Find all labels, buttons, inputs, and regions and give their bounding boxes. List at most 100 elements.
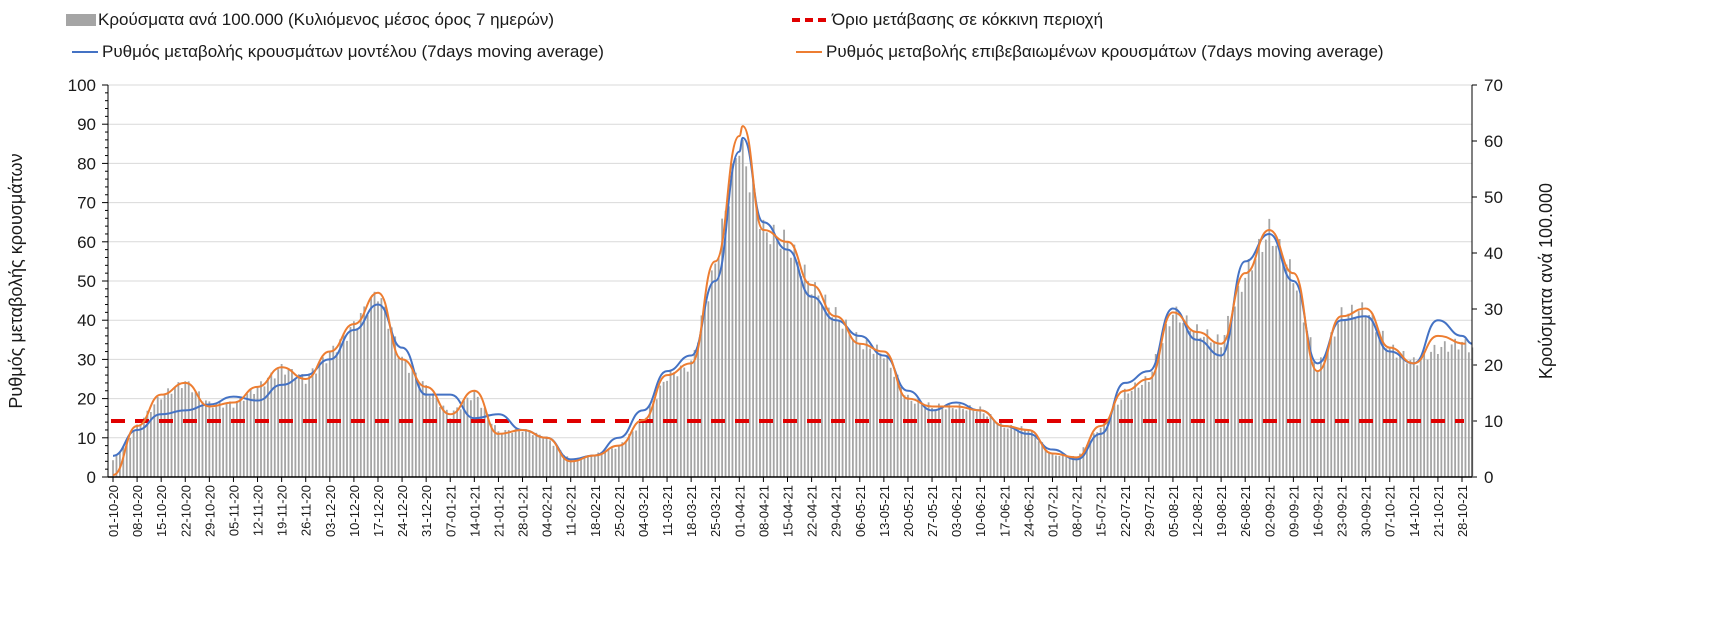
bar bbox=[1106, 418, 1109, 477]
bar bbox=[549, 440, 551, 477]
bar bbox=[700, 315, 703, 477]
bar bbox=[676, 376, 679, 477]
bar bbox=[390, 327, 393, 477]
bar bbox=[559, 450, 562, 477]
bar bbox=[1103, 419, 1106, 477]
bar bbox=[149, 412, 152, 477]
bar bbox=[917, 398, 920, 477]
bar bbox=[717, 256, 720, 477]
right-tick-label: 40 bbox=[1484, 244, 1503, 263]
bar bbox=[635, 430, 637, 477]
bar bbox=[1096, 432, 1099, 477]
x-tick-label: 24-06-21 bbox=[1021, 485, 1036, 537]
bar bbox=[112, 460, 114, 477]
bar bbox=[452, 410, 455, 477]
bar bbox=[762, 219, 765, 478]
bar bbox=[1192, 331, 1195, 477]
bar bbox=[972, 410, 975, 477]
bar bbox=[1450, 344, 1453, 477]
bar bbox=[239, 396, 242, 477]
bar bbox=[869, 348, 871, 477]
bar bbox=[796, 261, 799, 477]
x-tick-label: 18-03-21 bbox=[684, 485, 699, 537]
bar bbox=[1123, 388, 1126, 477]
bar bbox=[968, 405, 971, 477]
bar bbox=[562, 454, 565, 477]
bar bbox=[507, 430, 510, 477]
bar bbox=[882, 358, 885, 477]
bar bbox=[1364, 316, 1367, 477]
bar bbox=[242, 400, 245, 477]
bar bbox=[628, 433, 631, 477]
bar bbox=[1213, 341, 1216, 477]
bar bbox=[373, 291, 376, 477]
bar bbox=[679, 365, 682, 477]
bar bbox=[1375, 332, 1377, 477]
bar bbox=[1013, 428, 1016, 477]
left-tick-label: 40 bbox=[77, 311, 96, 330]
bar bbox=[824, 294, 827, 477]
x-tick-label: 19-08-21 bbox=[1214, 485, 1229, 537]
bar bbox=[542, 438, 545, 477]
bar bbox=[387, 328, 390, 477]
bar bbox=[876, 344, 878, 477]
x-tick-label: 20-05-21 bbox=[901, 485, 916, 537]
bar bbox=[831, 317, 834, 477]
right-tick-label: 20 bbox=[1484, 356, 1503, 375]
bar bbox=[862, 349, 865, 477]
bar bbox=[1258, 238, 1260, 477]
bar bbox=[673, 372, 675, 477]
bar bbox=[1461, 341, 1463, 477]
bar bbox=[469, 400, 472, 477]
legend-bars-label: Κρούσματα ανά 100.000 (Κυλιόμενος μέσος … bbox=[98, 10, 555, 29]
bar bbox=[1378, 331, 1381, 477]
bar bbox=[170, 393, 173, 477]
bar bbox=[1137, 387, 1140, 477]
bar bbox=[1320, 357, 1322, 477]
bar bbox=[1381, 330, 1384, 477]
bar bbox=[648, 405, 651, 477]
bar bbox=[1144, 376, 1147, 477]
bar bbox=[693, 349, 696, 477]
bar bbox=[1326, 347, 1329, 477]
bar bbox=[273, 378, 276, 477]
bar bbox=[339, 339, 342, 477]
bar bbox=[948, 403, 951, 477]
bar bbox=[473, 390, 476, 477]
bar bbox=[383, 306, 386, 477]
bar bbox=[1275, 245, 1278, 477]
bar bbox=[1454, 338, 1457, 477]
right-tick-label: 50 bbox=[1484, 188, 1503, 207]
bar bbox=[604, 452, 607, 477]
x-tick-label: 26-08-21 bbox=[1238, 485, 1253, 537]
bar bbox=[335, 352, 338, 477]
bar bbox=[962, 408, 964, 477]
x-tick-label: 22-10-20 bbox=[178, 485, 193, 537]
bar bbox=[704, 306, 706, 477]
bar bbox=[1110, 413, 1112, 477]
left-tick-label: 20 bbox=[77, 390, 96, 409]
bar bbox=[638, 422, 641, 477]
left-tick-label: 30 bbox=[77, 350, 96, 369]
bar bbox=[734, 158, 737, 477]
bar bbox=[404, 360, 407, 477]
bar bbox=[266, 377, 269, 477]
bar bbox=[1423, 351, 1426, 477]
bar bbox=[1430, 351, 1432, 477]
bar bbox=[655, 399, 658, 477]
bar bbox=[738, 155, 741, 477]
bar bbox=[1292, 283, 1295, 477]
bar bbox=[167, 388, 169, 477]
bar bbox=[614, 448, 617, 477]
x-tick-label: 31-12-20 bbox=[419, 485, 434, 537]
x-tick-label: 22-04-21 bbox=[805, 485, 820, 537]
bar bbox=[1426, 359, 1429, 477]
bar bbox=[886, 354, 889, 477]
bar bbox=[1206, 329, 1209, 477]
bar bbox=[504, 430, 507, 477]
bar bbox=[1075, 457, 1078, 477]
x-tick-label: 01-04-21 bbox=[732, 485, 747, 537]
x-tick-label: 04-03-21 bbox=[636, 485, 651, 537]
bar bbox=[1240, 291, 1243, 477]
bar bbox=[1388, 348, 1391, 477]
